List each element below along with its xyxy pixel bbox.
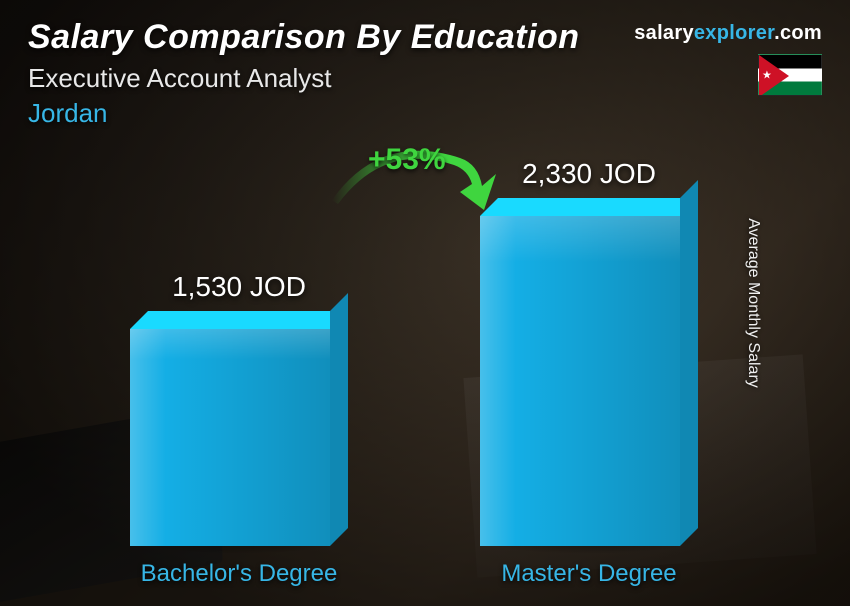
- bar-side-face: [330, 293, 348, 546]
- chart-bar: [480, 216, 680, 546]
- bar-top-face: [480, 198, 698, 216]
- chart-subtitle: Executive Account Analyst: [28, 63, 580, 94]
- brand-part3: .com: [774, 22, 822, 44]
- bar-value-label: 1,530 JOD: [109, 271, 369, 303]
- header: Salary Comparison By Education Executive…: [28, 18, 580, 129]
- bar-category-label: Master's Degree: [449, 560, 729, 588]
- infographic-canvas: Salary Comparison By Education Executive…: [0, 0, 850, 606]
- chart-title: Salary Comparison By Education: [28, 18, 580, 57]
- brand-logo: salaryexplorer.com: [634, 22, 822, 45]
- bar-category-label: Bachelor's Degree: [99, 560, 379, 588]
- bar-body: [480, 216, 680, 546]
- bar-top-face: [130, 311, 348, 329]
- brand-part1: salary: [634, 22, 694, 44]
- brand-part2: explorer: [694, 22, 774, 44]
- increase-badge: +53%: [368, 143, 446, 177]
- bar-side-face: [680, 180, 698, 546]
- chart-bar: [130, 329, 330, 546]
- chart-country: Jordan: [28, 98, 580, 129]
- jordan-flag-icon: [758, 54, 822, 96]
- bar-body: [130, 329, 330, 546]
- y-axis-label: Average Monthly Salary: [744, 218, 762, 388]
